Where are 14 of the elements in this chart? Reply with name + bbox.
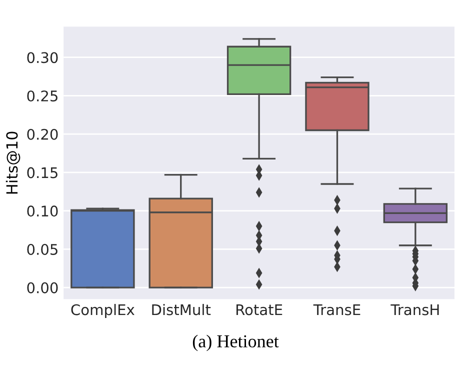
y-axis-title: Hits@10 [6, 132, 20, 194]
y-tick-label: 0.20 [27, 128, 58, 140]
y-tick-label: 0.15 [27, 167, 58, 178]
y-tick-label: 0.10 [27, 206, 58, 217]
x-tick-label: TransE [313, 304, 360, 316]
y-tick-label: 0.25 [27, 90, 58, 102]
x-tick-label: ComplEx [71, 304, 134, 318]
y-tick-label: 0.05 [27, 244, 58, 255]
x-tick-label: RotatE [236, 304, 282, 316]
y-tick-label: 0.30 [27, 52, 58, 64]
y-tick-label: 0.00 [27, 282, 58, 294]
x-tick-label: TransH [390, 304, 439, 316]
x-tick-label: DistMult [152, 304, 211, 316]
text: (a) Hetionet [192, 334, 279, 352]
